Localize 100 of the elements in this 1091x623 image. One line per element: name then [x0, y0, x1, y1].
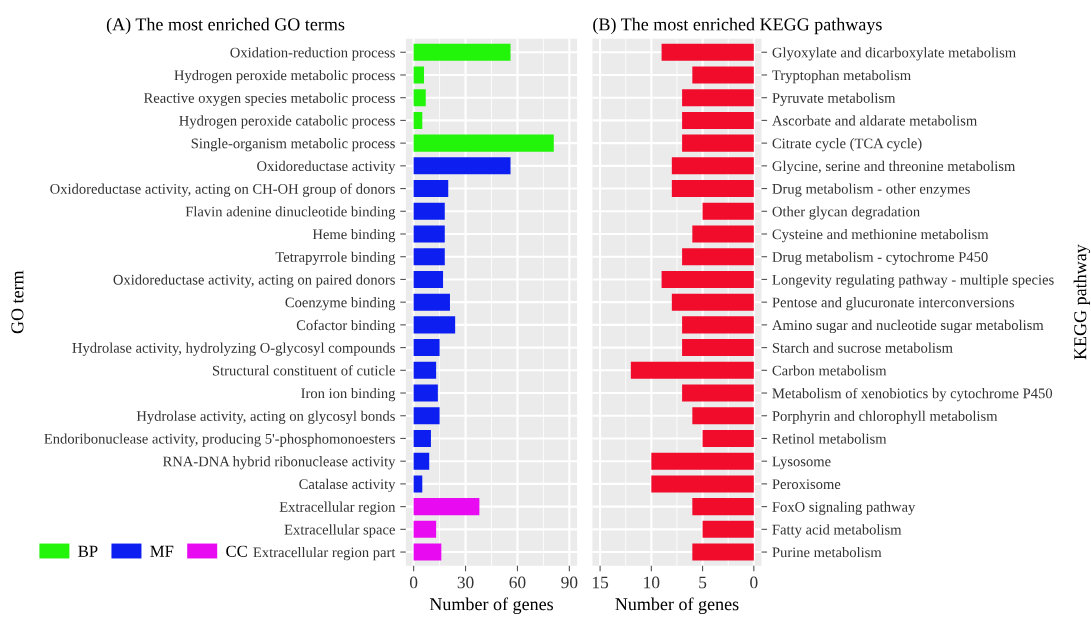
text: (A) The most enriched GO terms — [106, 17, 345, 35]
bar — [413, 270, 444, 288]
bar — [682, 111, 754, 129]
y-tick-label: Oxidoreductase activity, acting on CH-OH group of donors — [50, 183, 395, 197]
y-tick-label: Purine metabolism — [772, 546, 882, 558]
y-tick-label: Flavin adenine dinucleotide binding — [185, 206, 396, 220]
y-tick-label: Ascorbate and aldarate metabolism — [772, 115, 978, 126]
bar — [682, 339, 754, 357]
y-tick-label: Cofactor binding — [296, 319, 396, 334]
bar — [413, 111, 423, 129]
y-tick-label: Fatty acid metabolism — [772, 524, 902, 538]
y-tick-label: Porphyrin and chlorophyll metabolism — [772, 410, 998, 424]
bar — [692, 498, 754, 516]
y-tick-label: Cysteine and methionine metabolism — [772, 228, 989, 243]
y-tick-label: Hydrogen peroxide catabolic process — [179, 115, 395, 129]
y-tick-label: Pyruvate metabolism — [772, 92, 896, 106]
y-tick-label: FoxO signaling pathway — [772, 501, 916, 515]
x-axis-title: Number of genes — [429, 597, 554, 615]
y-tick-label: Tryptophan metabolism — [772, 69, 911, 84]
y-tick-label: Starch and sucrose metabolism — [772, 342, 953, 353]
x-tick-label: 5 — [699, 576, 707, 589]
y-tick-label: Peroxisome — [772, 479, 841, 490]
bar — [661, 43, 754, 61]
bar — [630, 361, 754, 379]
bar — [702, 520, 754, 538]
y-tick-label: Heme binding — [312, 228, 396, 243]
x-tick-label: 15 — [592, 576, 609, 589]
y-tick-label: Glycine, serine and threonine metabolism — [772, 160, 1016, 175]
y-tick-label: Structural constituent of cuticle — [212, 365, 395, 376]
y-tick-label: Lysosome — [772, 456, 831, 470]
y-tick-label: Carbon metabolism — [772, 365, 887, 376]
bar — [413, 202, 445, 220]
y-tick-label: Pentose and glucuronate interconversions — [772, 297, 1014, 311]
y-tick-label: Hydrolase activity, hydrolyzing O-glycosyl compounds — [72, 342, 395, 356]
bar — [692, 407, 754, 425]
bar — [413, 384, 438, 402]
bar — [692, 543, 754, 561]
x-tick-label: 60 — [509, 576, 526, 589]
x-tick-label: 30 — [457, 576, 474, 589]
y-axis-title: GO term — [11, 270, 24, 334]
x-tick-label: 90 — [561, 576, 578, 589]
bar — [682, 134, 754, 152]
y-axis-title: KEGG pathway — [1073, 244, 1091, 360]
y-tick-label: Metabolism of xenobiotics by cytochrome P450 — [772, 387, 1053, 402]
bar — [413, 89, 426, 107]
legend-label: CC — [226, 545, 247, 557]
y-tick-label: Oxidoreductase activity, acting on paired donors — [113, 274, 395, 288]
x-tick-label: 10 — [644, 576, 660, 589]
bar — [413, 225, 445, 243]
y-tick-label: Catalase activity — [299, 478, 396, 493]
bar — [671, 293, 754, 311]
bar — [413, 66, 425, 84]
y-tick-label: Iron ion binding — [301, 387, 396, 402]
bar — [413, 134, 554, 152]
y-tick-label: Other glycan degradation — [772, 206, 920, 220]
y-tick-label: Oxidation-reduction process — [230, 47, 395, 61]
bar — [413, 475, 423, 493]
bar — [671, 157, 754, 175]
y-tick-label: Drug metabolism - cytochrome P450 — [772, 251, 988, 265]
x-axis-title: Number of genes — [615, 597, 739, 615]
y-tick-label: Extracellular region part — [253, 546, 396, 561]
y-tick-label: Oxidoreductase activity — [257, 160, 396, 175]
bar — [682, 89, 754, 107]
bar — [413, 543, 442, 561]
y-tick-label: Longevity regulating pathway - multiple species — [772, 274, 1054, 288]
bar — [413, 339, 440, 357]
y-tick-label: Extracellular region — [279, 501, 396, 515]
bar — [682, 248, 754, 266]
y-tick-label: Tetrapyrrole binding — [275, 251, 396, 265]
bar — [651, 452, 754, 470]
bar — [413, 157, 511, 175]
bar — [682, 384, 754, 402]
bar — [661, 270, 754, 288]
y-tick-label: Citrate cycle (TCA cycle) — [772, 138, 922, 152]
bar — [702, 429, 754, 447]
y-tick-label: Retinol metabolism — [772, 433, 887, 444]
bar — [692, 225, 754, 243]
x-tick-label: 0 — [750, 576, 758, 589]
y-tick-label: Extracellular space — [284, 524, 395, 538]
y-tick-label: Amino sugar and nucleotide sugar metabolism — [772, 319, 1044, 334]
bar — [413, 180, 449, 198]
bar — [413, 452, 430, 470]
bar — [413, 293, 450, 311]
bar — [702, 202, 754, 220]
y-tick-label: Reactive oxygen species metabolic process — [143, 92, 395, 106]
bar — [413, 407, 440, 425]
bar — [413, 429, 431, 447]
bar — [671, 180, 754, 198]
y-tick-label: Hydrogen peroxide metabolic process — [174, 69, 395, 84]
y-tick-label: Endoribonuclease activity, producing 5'-phosphomonoesters — [44, 433, 395, 447]
bar — [682, 316, 754, 334]
legend-label: BP — [78, 545, 98, 557]
bar — [413, 520, 437, 538]
bar — [651, 475, 754, 493]
y-tick-label: Single-organism metabolic process — [191, 138, 395, 152]
bar — [413, 43, 511, 61]
y-tick-label: Coenzyme binding — [285, 297, 396, 311]
legend-label: MF — [150, 545, 174, 557]
y-tick-label: Hydrolase activity, acting on glycosyl bonds — [136, 410, 395, 424]
bar — [413, 498, 480, 516]
